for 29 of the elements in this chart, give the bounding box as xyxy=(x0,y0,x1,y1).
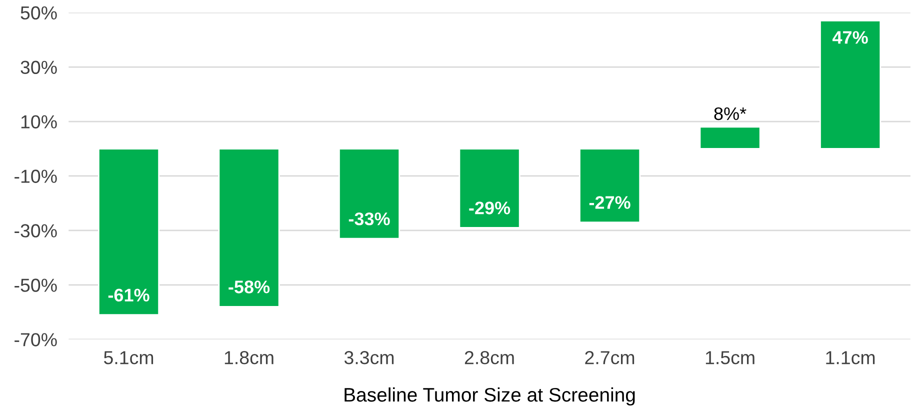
data-label: -29% xyxy=(469,202,510,214)
data-label: -33% xyxy=(348,212,390,226)
x-tick-label: 1.8cm xyxy=(224,350,274,364)
x-tick-label: 2.8cm xyxy=(464,350,514,364)
bar xyxy=(699,126,761,150)
x-tick-label: 2.7cm xyxy=(585,350,634,364)
data-label: -27% xyxy=(589,196,630,209)
x-tick-label: 1.1cm xyxy=(826,351,875,364)
y-tick-label: -50% xyxy=(14,278,57,292)
x-tick-label: 5.1cm xyxy=(104,351,154,364)
x-tick-label: 3.3cm xyxy=(344,350,394,364)
bar xyxy=(338,148,400,240)
bar xyxy=(458,148,520,228)
y-tick-label: -10% xyxy=(14,170,57,183)
bar xyxy=(579,148,641,223)
data-label: 8%* xyxy=(714,107,746,120)
y-tick-label: -70% xyxy=(14,333,57,346)
data-label: -61% xyxy=(108,288,150,302)
data-label: 47% xyxy=(832,31,868,44)
y-tick-label: 50% xyxy=(20,6,57,20)
bar xyxy=(820,20,882,150)
bar xyxy=(218,148,280,308)
y-tick-label: 10% xyxy=(21,115,57,128)
y-tick-label: 30% xyxy=(20,60,57,74)
data-label: -58% xyxy=(228,280,270,294)
bar xyxy=(98,148,160,316)
y-tick-label: -30% xyxy=(14,224,57,238)
x-axis-title: Baseline Tumor Size at Screening xyxy=(344,387,635,406)
x-tick-label: 1.5cm xyxy=(706,351,754,364)
